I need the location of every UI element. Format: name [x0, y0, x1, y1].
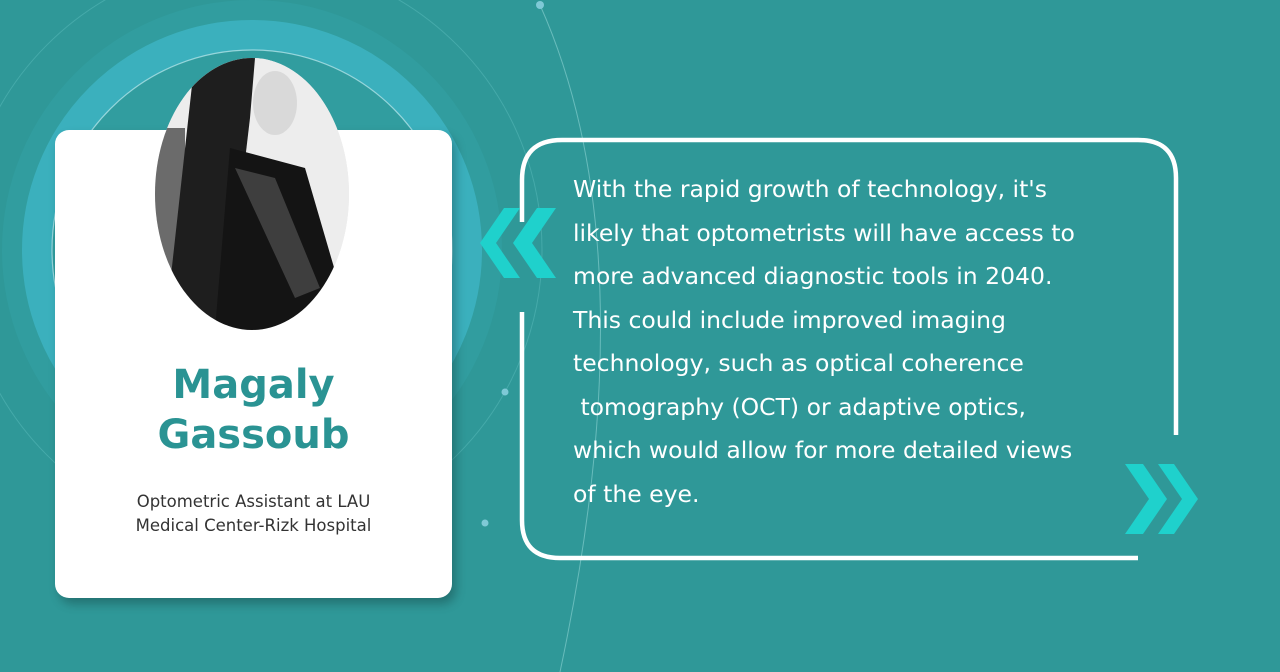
quote-line: more advanced diagnostic tools in 2040.	[573, 262, 1053, 290]
open-quote-icon	[480, 208, 556, 278]
person-role: Optometric Assistant at LAU Medical Cent…	[55, 490, 452, 538]
quote-line: technology, such as optical coherence	[573, 349, 1024, 377]
role-line: Medical Center-Rizk Hospital	[135, 516, 372, 535]
name-last: Gassoub	[157, 412, 350, 458]
close-quote-icon	[1125, 464, 1198, 534]
quote-line: likely that optometrists will have acces…	[573, 218, 1075, 247]
quote-text: With the rapid growth of technology, it'…	[573, 168, 1075, 516]
quote-line: This could include improved imaging	[573, 305, 1006, 334]
quote-line: of the eye.	[573, 479, 700, 508]
person-name: Magaly Gassoub	[55, 360, 452, 460]
quote-line: tomography (OCT) or adaptive optics,	[573, 392, 1026, 421]
name-first: Magaly	[172, 362, 335, 408]
quote-line: With the rapid growth of technology, it'…	[573, 175, 1047, 203]
quote-line: which would allow for more detailed view…	[573, 436, 1073, 464]
role-line: Optometric Assistant at LAU	[136, 492, 371, 511]
